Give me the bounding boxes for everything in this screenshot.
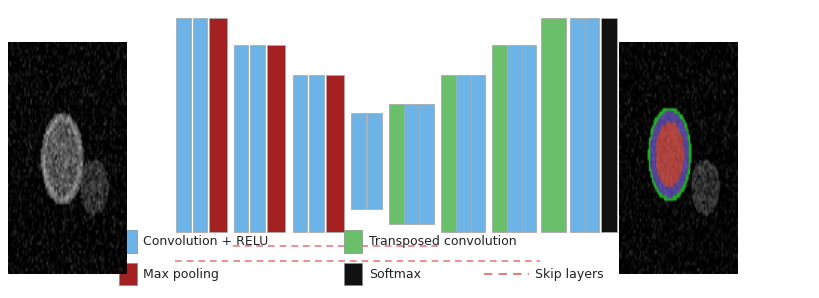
Bar [569, 18, 584, 232]
Bar [506, 45, 521, 232]
Bar [119, 263, 137, 285]
Bar [309, 74, 324, 232]
Bar [491, 45, 506, 232]
Bar [292, 74, 307, 232]
Bar [119, 230, 137, 253]
Bar [344, 263, 362, 285]
Text: Transposed convolution: Transposed convolution [369, 235, 516, 248]
Bar [404, 104, 419, 224]
Text: Softmax: Softmax [369, 268, 420, 281]
Bar [325, 74, 343, 232]
Text: Convolution + RELU: Convolution + RELU [143, 235, 269, 248]
Bar [584, 18, 599, 232]
Bar [521, 45, 536, 232]
Bar [541, 18, 565, 232]
Text: Max pooling: Max pooling [143, 268, 219, 281]
Bar [441, 74, 455, 232]
Bar [455, 74, 470, 232]
Text: Skip layers: Skip layers [535, 268, 604, 281]
Bar [600, 18, 617, 232]
Bar [233, 45, 248, 232]
Bar [209, 18, 227, 232]
Bar [250, 45, 265, 232]
Bar [389, 104, 404, 224]
Bar [176, 18, 191, 232]
Bar [367, 113, 382, 209]
Bar [351, 113, 365, 209]
Bar [419, 104, 433, 224]
Bar [266, 45, 284, 232]
Bar [344, 230, 362, 253]
Bar [192, 18, 207, 232]
Bar [470, 74, 485, 232]
